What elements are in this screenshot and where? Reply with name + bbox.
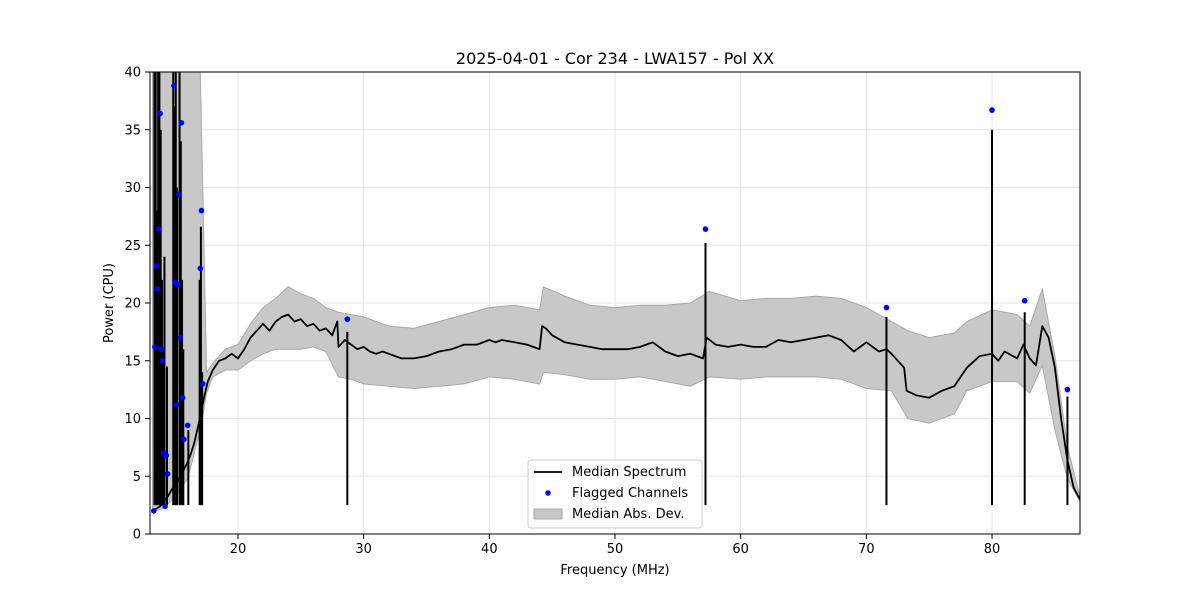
flagged-point [179,394,186,401]
flagged-point [156,226,162,232]
y-tick-label: 20 [124,297,141,312]
x-axis-label: Frequency (MHz) [560,563,669,578]
legend-flagged-swatch [545,490,551,496]
x-tick-label: 20 [230,542,247,557]
y-tick-label: 10 [124,412,141,427]
x-tick-label: 80 [984,542,1001,557]
y-axis-label: Power (CPU) [102,263,117,343]
x-tick-label: 40 [481,542,498,557]
flagged-point [198,207,205,214]
flagged-point [163,452,170,459]
y-axis-ticks: 0 5 10 15 20 25 30 35 40 [124,66,150,543]
flagged-point [152,344,158,350]
flagged-point [176,191,182,198]
x-tick-label: 50 [607,542,624,557]
y-tick-label: 40 [124,66,141,81]
flagged-point [178,120,185,126]
y-tick-label: 15 [124,354,141,369]
flagged-point [181,436,187,443]
y-tick-label: 0 [133,528,141,543]
mad-band-area [152,72,1080,513]
flagged-point [174,281,181,288]
legend: Median Spectrum Flagged Channels Median … [527,459,703,529]
flagged-point [151,508,157,514]
median-line [152,313,1080,512]
flagged-point [162,503,168,510]
flagged-point [153,263,160,269]
flagged-point [154,286,161,292]
flagged-point [197,265,204,272]
flagged-point [158,346,165,353]
flagged-point [344,316,351,323]
flagged-point [159,358,166,364]
y-tick-label: 5 [133,470,141,485]
y-tick-label: 25 [124,239,141,254]
x-axis-ticks: 20 30 40 50 60 70 80 [230,534,1001,557]
flagged-point [702,226,709,232]
x-tick-label: 30 [355,542,372,557]
legend-mad-swatch [533,508,563,520]
flagged-point [989,107,995,113]
median-spectrum-line [152,313,1080,512]
flagged-point [164,471,171,477]
y-tick-label: 30 [124,181,141,196]
legend-box [527,459,703,529]
flagged-point [1064,386,1071,393]
flagged-point [157,110,163,117]
legend-mad-label: Median Abs. Dev. [572,507,684,522]
flagged-point [177,334,183,341]
flagged-point [1021,297,1028,304]
x-tick-label: 70 [858,542,875,557]
y-tick-label: 35 [124,123,141,138]
flagged-point [171,83,177,89]
legend-flagged-label: Flagged Channels [572,486,688,501]
mad-band [152,72,1080,513]
flagged-point [200,381,206,387]
flagged-point [184,422,191,429]
flagged-point [883,304,890,311]
flagged-point [173,401,180,408]
chart-title: 2025-04-01 - Cor 234 - LWA157 - Pol XX [456,49,774,68]
x-tick-label: 60 [732,542,749,557]
legend-median-label: Median Spectrum [572,465,686,480]
flagged-points [151,83,1071,514]
